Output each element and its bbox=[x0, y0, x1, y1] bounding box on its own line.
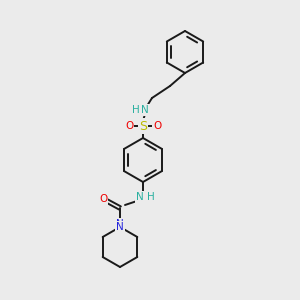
Text: H: H bbox=[132, 105, 140, 115]
Text: O: O bbox=[153, 121, 161, 131]
Text: N: N bbox=[116, 219, 124, 229]
Text: S: S bbox=[139, 119, 147, 133]
Text: N: N bbox=[136, 192, 144, 202]
Text: H: H bbox=[147, 192, 155, 202]
Text: N: N bbox=[141, 105, 149, 115]
Text: O: O bbox=[125, 121, 133, 131]
Text: N: N bbox=[116, 222, 124, 232]
Text: O: O bbox=[99, 194, 107, 204]
